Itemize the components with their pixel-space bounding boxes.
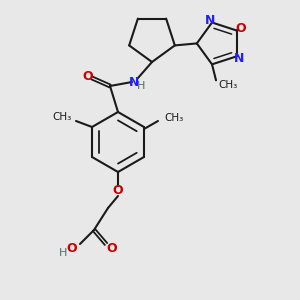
Text: N: N — [233, 52, 244, 65]
Text: N: N — [129, 76, 139, 88]
Text: CH₃: CH₃ — [53, 112, 72, 122]
Text: H: H — [137, 81, 145, 91]
Text: O: O — [113, 184, 123, 196]
Text: CH₃: CH₃ — [164, 113, 183, 123]
Text: N: N — [205, 14, 215, 27]
Text: O: O — [107, 242, 117, 254]
Text: O: O — [235, 22, 246, 35]
Text: H: H — [59, 248, 67, 258]
Text: CH₃: CH₃ — [218, 80, 237, 90]
Text: O: O — [67, 242, 77, 254]
Text: O: O — [83, 70, 93, 83]
